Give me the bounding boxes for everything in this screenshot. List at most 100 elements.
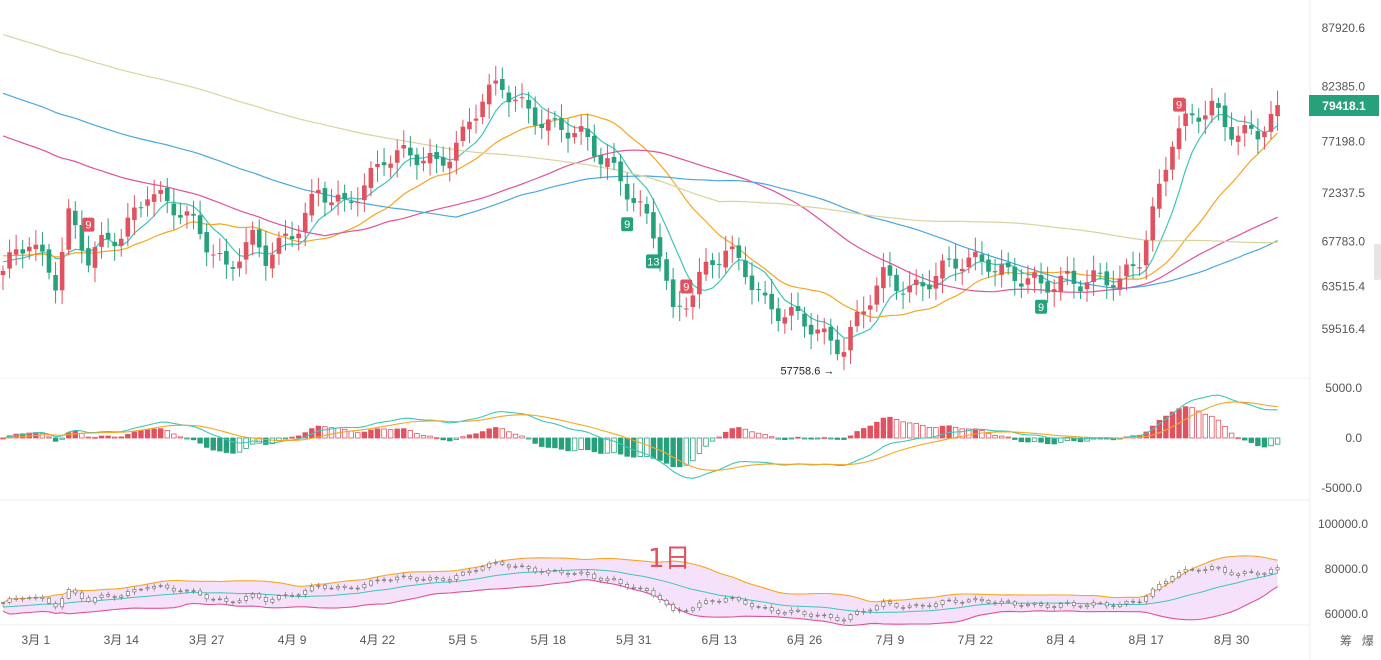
- macd-bar: [184, 437, 190, 440]
- signal-badge: 9: [680, 279, 693, 294]
- candle: [1091, 255, 1096, 297]
- signal-badge-label: 9: [1038, 302, 1044, 314]
- candle-body: [1209, 100, 1215, 116]
- macd-bar: [558, 437, 565, 450]
- mini-candle-body: [231, 601, 235, 604]
- candle: [388, 155, 393, 178]
- candle-body: [1117, 278, 1123, 290]
- candle: [598, 147, 604, 179]
- mini-candle-body: [533, 567, 538, 573]
- candle: [13, 234, 19, 266]
- candle: [375, 150, 380, 182]
- mini-candle-body: [204, 594, 209, 600]
- macd-bar: [144, 429, 151, 439]
- mini-candle-body: [960, 602, 965, 604]
- candle: [769, 279, 774, 325]
- candle-body: [959, 268, 965, 272]
- mini-candle-body: [756, 606, 761, 608]
- candle: [828, 318, 834, 355]
- candle-body: [775, 308, 781, 322]
- macd-bar: [39, 433, 46, 439]
- mini-candle-body: [914, 604, 919, 607]
- candle-body: [802, 313, 807, 327]
- candle-body: [1163, 169, 1169, 182]
- candle-body: [651, 212, 656, 239]
- macd-bar: [867, 425, 873, 439]
- macd-bar: [92, 436, 98, 439]
- date-tick-label: 6月 26: [787, 633, 823, 647]
- candle: [408, 135, 413, 167]
- mini-candle-body: [53, 603, 58, 608]
- mini-candle-body: [428, 577, 432, 581]
- macd-bar: [230, 437, 236, 454]
- mini-candle-body: [158, 585, 163, 587]
- candle-body: [1176, 128, 1182, 150]
- mini-candle-body: [552, 570, 557, 572]
- candle-body: [408, 147, 413, 156]
- candle: [26, 237, 32, 260]
- candle: [953, 244, 958, 282]
- macd-bar: [1274, 437, 1281, 445]
- mini-candle-body: [1098, 602, 1103, 605]
- corner-label[interactable]: 筹 爆: [1340, 634, 1377, 648]
- mini-candle-body: [480, 566, 485, 571]
- mini-candle-body: [336, 586, 340, 589]
- mini-candle-body: [690, 607, 695, 611]
- mini-candle-body: [415, 577, 419, 581]
- macd-bar: [348, 430, 354, 439]
- macd-bar: [1182, 406, 1189, 439]
- macd-bar: [414, 433, 420, 439]
- candle-body: [480, 101, 485, 118]
- candle-body: [1137, 267, 1142, 269]
- candle: [900, 281, 906, 309]
- candle: [414, 147, 420, 180]
- candle-body: [1157, 183, 1162, 209]
- macd-bar: [1150, 425, 1156, 439]
- macd-bar: [808, 437, 814, 440]
- mini-candle-body: [1085, 604, 1089, 607]
- moving-average-layer: [2, 34, 1279, 339]
- macd-bar: [420, 435, 427, 439]
- candle-body: [59, 251, 65, 291]
- candle-body: [1170, 146, 1175, 170]
- macd-bar: [565, 437, 571, 452]
- macd-bar: [499, 428, 506, 439]
- candle-body: [1222, 105, 1228, 128]
- candle: [762, 280, 768, 305]
- candle: [782, 309, 788, 334]
- mini-candle-body: [362, 584, 367, 589]
- macd-bar: [716, 436, 722, 439]
- macd-bar: [1156, 420, 1163, 439]
- mini-candle-body: [750, 603, 754, 608]
- candle-body: [335, 194, 341, 202]
- mini-candle-body: [612, 578, 616, 581]
- bottom-tick-label: 100000.0: [1318, 517, 1368, 531]
- candle: [348, 190, 354, 210]
- candle-body: [454, 142, 459, 161]
- candle: [118, 228, 124, 257]
- mini-candle-body: [782, 612, 787, 615]
- candle-body: [256, 229, 262, 248]
- candle-body: [1275, 105, 1280, 117]
- candle-body: [946, 258, 952, 260]
- candle: [736, 237, 742, 271]
- mini-candle-body: [375, 579, 380, 582]
- candle: [309, 179, 315, 223]
- mini-candle-body: [848, 614, 853, 620]
- candle-body: [835, 339, 840, 355]
- side-panel-handle[interactable]: [1374, 244, 1381, 280]
- candle: [854, 299, 860, 332]
- mini-candle-body: [684, 610, 689, 612]
- mini-candle-body: [1255, 572, 1260, 576]
- mini-candle-body: [474, 570, 478, 572]
- candle: [362, 173, 367, 213]
- candle-body: [762, 292, 768, 296]
- mini-candle-body: [1111, 605, 1116, 607]
- candle: [7, 239, 12, 279]
- mini-candle-body: [329, 587, 334, 590]
- macd-bar: [85, 436, 92, 439]
- candle: [500, 67, 505, 99]
- mini-candle-body: [730, 597, 735, 599]
- candle-body: [316, 189, 321, 194]
